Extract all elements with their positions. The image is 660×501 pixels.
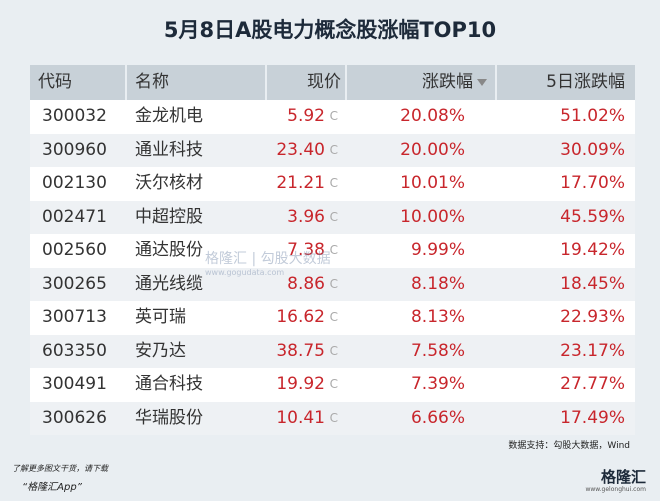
header-cell: 代码 (38, 72, 72, 92)
code-cell: 603350 (42, 340, 107, 361)
name-cell: 通合科技 (135, 374, 203, 394)
price-flag: C (329, 343, 338, 358)
price-cell: 10.41 (276, 407, 325, 428)
price-cell: 19.92 (276, 374, 325, 394)
price-flag: C (329, 209, 338, 224)
change-cell: 10.00% (400, 206, 465, 227)
name-cell: 华瑞股份 (135, 407, 203, 428)
code-cell: 002471 (42, 206, 107, 227)
change-cell: 7.58% (410, 340, 465, 361)
name-cell: 沃尔核材 (135, 173, 203, 193)
table-row: 603350 安乃达 38.75 C 7.58% 23.17% (30, 334, 635, 368)
price-cell: 3.96 (287, 206, 325, 227)
column-separator (265, 65, 267, 100)
footer-line: 了解更多图文干货，请下载 (12, 464, 108, 473)
change5-cell: 22.93% (560, 307, 625, 327)
table-row: 300491 通合科技 19.92 C 7.39% 27.77% (30, 368, 635, 402)
source: 数据支持：勾股大数据，Wind (508, 441, 630, 451)
price-flag: C (329, 310, 338, 324)
change5-cell: 51.02% (560, 106, 625, 126)
sort-arrow (477, 79, 487, 86)
price-flag: C (329, 276, 338, 291)
price-flag: C (329, 243, 338, 257)
footer-app: “格隆汇App” (22, 482, 82, 493)
change5-cell: 30.09% (560, 139, 625, 160)
price-flag: C (329, 142, 338, 157)
name-cell: 通达股份 (135, 240, 203, 260)
price-cell: 23.40 (276, 139, 325, 160)
header-cell: 名称 (135, 72, 169, 92)
logo: 格隆汇 (600, 468, 646, 486)
price-flag: C (329, 377, 338, 391)
change-cell: 20.08% (400, 106, 465, 126)
name-cell: 中超控股 (135, 206, 203, 227)
price-cell: 5.92 (287, 106, 325, 126)
price-cell: 16.62 (276, 307, 325, 327)
price-flag: C (329, 109, 338, 123)
price-cell: 7.38 (287, 240, 325, 260)
code-cell: 300960 (42, 139, 107, 160)
code-cell: 300265 (42, 273, 107, 294)
name-cell: 通业科技 (135, 139, 203, 160)
table: 代码 名称 现价 涨跌幅 5日涨跌幅 300032 金龙机电 5.92 C 20.08% 51.02… (30, 65, 635, 435)
code-cell: 300032 (42, 106, 107, 126)
change5-cell: 45.59% (560, 206, 625, 227)
name-cell: 英可瑞 (135, 307, 186, 327)
code-cell: 002560 (42, 240, 107, 260)
change-cell: 8.18% (410, 273, 465, 294)
price-cell: 8.86 (287, 273, 325, 294)
price-flag: C (329, 410, 338, 425)
table-row: 002130 沃尔核材 21.21 C 10.01% 17.70% (30, 167, 635, 201)
column-separator (345, 65, 347, 100)
header-cell: 涨跌幅 (422, 72, 473, 92)
change5-cell: 19.42% (560, 240, 625, 260)
column-separator (125, 65, 127, 100)
change-cell: 20.00% (400, 139, 465, 160)
name-cell: 通光线缆 (135, 273, 203, 294)
header-cell: 现价 (307, 72, 341, 92)
price-cell: 38.75 (276, 340, 325, 361)
name-cell: 安乃达 (135, 340, 186, 361)
code-cell: 300491 (42, 374, 107, 394)
change-cell: 7.39% (410, 374, 465, 394)
change-cell: 10.01% (400, 173, 465, 193)
change5-cell: 27.77% (560, 374, 625, 394)
header-cell: 5日涨跌幅 (546, 72, 625, 92)
watermark-brand: 格隆汇 (205, 251, 247, 267)
watermark-name: 勾股大数据 (260, 251, 331, 267)
price-cell: 21.21 (276, 173, 325, 193)
title: 5月8日A股电力概念股涨幅TOP10 (163, 18, 497, 42)
table-row: 002560 通达股份 7.38 C 9.99% 19.42% (30, 234, 635, 268)
table-row: 300032 金龙机电 5.92 C 20.08% 51.02% (30, 100, 635, 134)
table-row: 002471 中超控股 3.96 C 10.00% 45.59% (30, 200, 635, 234)
change-cell: 9.99% (410, 240, 465, 260)
code-cell: 002130 (42, 173, 107, 193)
header-row: 代码 名称 现价 涨跌幅 5日涨跌幅 (30, 65, 635, 100)
code-cell: 300626 (42, 407, 107, 428)
price-flag: C (329, 176, 338, 190)
change5-cell: 17.70% (560, 173, 625, 193)
change5-cell: 18.45% (560, 273, 625, 294)
table-row: 300626 华瑞股份 10.41 C 6.66% 17.49% (30, 401, 635, 435)
column-separator (495, 65, 497, 100)
table-row: 300960 通业科技 23.40 C 20.00% 30.09% (30, 133, 635, 167)
table-row: 300713 英可瑞 16.62 C 8.13% 22.93% (30, 301, 635, 335)
change5-cell: 23.17% (560, 340, 625, 361)
change-cell: 6.66% (410, 407, 465, 428)
watermark-url: www.gogudata.com (205, 268, 285, 277)
change-cell: 8.13% (410, 307, 465, 327)
code-cell: 300713 (42, 307, 107, 327)
change5-cell: 17.49% (560, 407, 625, 428)
name-cell: 金龙机电 (135, 106, 203, 126)
table-row: 300265 通光线缆 8.86 C 8.18% 18.45% (30, 267, 635, 301)
watermark: 格隆汇 | 勾股大数据 www.gogudata.com (205, 251, 331, 277)
logo-url: www.gelonghui.com (585, 486, 646, 493)
